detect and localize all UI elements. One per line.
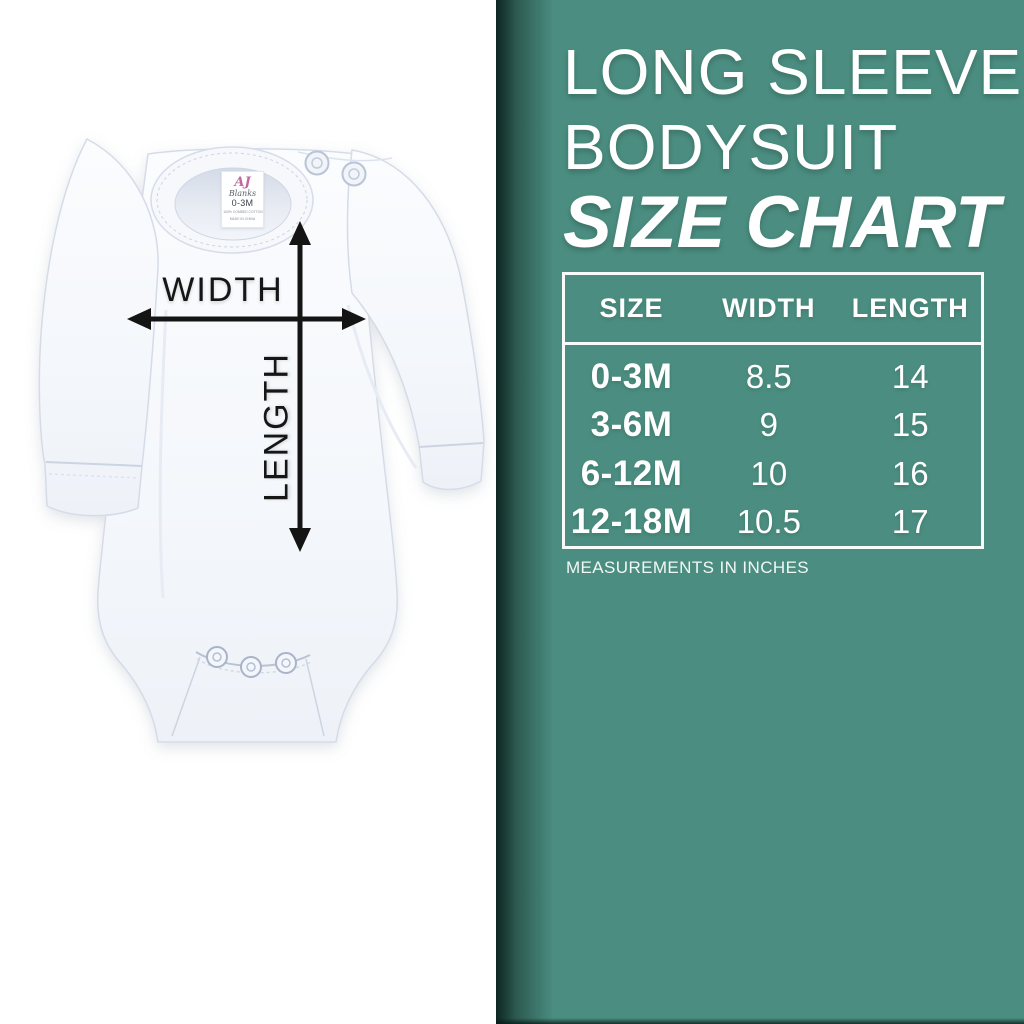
row-size-value: 12-18M [570, 501, 693, 541]
tag-brand-text: AJ [234, 174, 251, 190]
row-length-value: 16 [891, 454, 929, 492]
row-width-value: 10 [750, 454, 788, 492]
header-size: SIZE [599, 293, 664, 323]
panel-bottom-shadow [496, 1018, 1024, 1024]
shoulder-snaps [304, 150, 367, 187]
table-row: 6-12M 10 16 [565, 450, 981, 498]
table-row: 12-18M 10.5 17 [565, 498, 981, 546]
bodysuit-left-sleeve [38, 137, 159, 517]
width-arrow [127, 308, 366, 330]
row-width-value: 8.5 [745, 358, 792, 396]
row-length-value: 17 [891, 502, 929, 540]
garment-neck-label: AJ Blanks 0-3M 100% COMBED COTTON MADE I… [221, 171, 264, 228]
fold-shadow-right [346, 304, 418, 469]
collar-stitch [156, 152, 308, 248]
size-table-body: 0-3M 8.5 14 3-6M 9 15 6-12M 10 16 12-18M… [565, 345, 981, 546]
row-size-value: 6-12M [580, 453, 683, 493]
header-length: LENGTH [851, 293, 969, 323]
flap-seam-left [171, 656, 201, 737]
measurements-footnote: MEASUREMENTS IN INCHES [566, 558, 810, 577]
shoulder-placket-seam [297, 151, 393, 162]
right-cuff-seam [418, 442, 484, 448]
flap-seam-right [305, 658, 325, 737]
left-cuff-seam [45, 461, 143, 467]
row-length-value: 14 [891, 358, 929, 396]
row-width-value: 10.5 [736, 502, 801, 540]
row-length-value: 15 [891, 406, 929, 444]
size-table: SIZE WIDTH LENGTH 0-3M 8.5 14 3-6M 9 15 … [562, 272, 984, 549]
fold-shadow-left [158, 309, 168, 599]
width-measure-label: WIDTH [162, 271, 284, 309]
product-photo-panel: AJ Blanks 0-3M 100% COMBED COTTON MADE I… [0, 0, 497, 1024]
panel-left-shadow [496, 0, 554, 1024]
title-line-3: SIZE CHART [563, 182, 1000, 263]
table-row: 0-3M 8.5 14 [565, 353, 981, 401]
tag-brand-subtext: Blanks [228, 188, 257, 198]
row-size-value: 3-6M [590, 405, 673, 445]
bodysuit-illustration [38, 137, 485, 743]
title-line-2: BODYSUIT [563, 111, 899, 183]
size-table-header: SIZE WIDTH LENGTH [565, 275, 981, 345]
tag-material-text: 100% COMBED COTTON [222, 210, 263, 214]
length-measure-label: LENGTH [257, 352, 296, 502]
row-size-value: 0-3M [590, 357, 673, 397]
bodysuit-body-group [38, 137, 485, 743]
tag-size-text: 0-3M [231, 197, 254, 208]
length-arrow [289, 221, 311, 552]
header-width: WIDTH [722, 293, 816, 323]
tag-origin-text: MADE IN CHINA [229, 217, 256, 221]
table-row: 3-6M 9 15 [565, 401, 981, 449]
row-width-value: 9 [759, 406, 778, 444]
crotch-snaps [206, 646, 297, 678]
bodysuit-right-sleeve [346, 149, 485, 491]
title-line-1: LONG SLEEVE [563, 36, 1023, 108]
size-chart-panel: LONG SLEEVE BODYSUIT SIZE CHART SIZE WID… [496, 0, 1024, 1024]
